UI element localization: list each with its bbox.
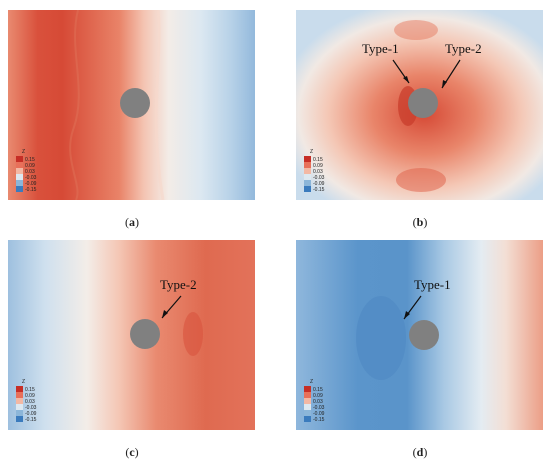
contour-plot-a xyxy=(8,10,255,200)
legend-colorbar: Z0.150.090.03-0.03-0.09-0.15 xyxy=(16,149,37,193)
legend-title: Z xyxy=(22,149,25,155)
legend-label: -0.03 xyxy=(25,405,37,411)
legend-swatch xyxy=(16,168,23,174)
legend-swatch xyxy=(304,386,311,392)
legend-title: Z xyxy=(310,379,313,385)
cylinder-obstacle xyxy=(120,88,150,118)
legend-swatch xyxy=(16,162,23,168)
legend-swatch xyxy=(304,186,311,192)
legend-swatch xyxy=(16,156,23,162)
contour-plot-b: Type-1 Type-2 xyxy=(296,10,543,200)
caption-c: (c) xyxy=(125,445,139,459)
legend-label: -0.03 xyxy=(313,175,325,181)
legend-colorbar: Z0.150.090.03-0.03-0.09-0.15 xyxy=(304,379,325,423)
legend-title: Z xyxy=(310,149,313,155)
panel-c: Type-2 xyxy=(8,240,255,430)
legend-label: 0.15 xyxy=(25,387,35,393)
legend-label: -0.03 xyxy=(25,175,37,181)
legend-swatch xyxy=(16,416,23,422)
panel-a xyxy=(8,10,255,200)
annotation-type-2: Type-2 xyxy=(445,41,482,56)
legend-swatch xyxy=(16,386,23,392)
legend-label: 0.15 xyxy=(313,387,323,393)
panel-b: Type-1 Type-2 xyxy=(296,10,543,200)
legend-label: 0.03 xyxy=(25,169,35,175)
legend-swatch xyxy=(304,404,311,410)
contour-plot-d: Type-1 xyxy=(296,240,543,430)
cylinder-obstacle xyxy=(408,88,438,118)
cylinder-obstacle xyxy=(130,319,160,349)
cylinder-obstacle xyxy=(409,320,439,350)
legend-label: 0.09 xyxy=(313,393,323,399)
legend-label: 0.15 xyxy=(25,157,35,163)
legend-swatch xyxy=(304,156,311,162)
legend-swatch xyxy=(304,398,311,404)
legend-swatch xyxy=(304,174,311,180)
legend-label: -0.09 xyxy=(25,181,37,187)
legend-title: Z xyxy=(22,379,25,385)
legend-label: -0.09 xyxy=(313,411,325,417)
legend-swatch xyxy=(304,162,311,168)
caption-b: (b) xyxy=(412,215,428,229)
legend-label: 0.09 xyxy=(25,163,35,169)
legend-label: 0.03 xyxy=(313,169,323,175)
legend-colorbar: Z0.150.090.03-0.03-0.09-0.15 xyxy=(304,149,325,193)
legend-swatch xyxy=(304,180,311,186)
legend-label: -0.03 xyxy=(313,405,325,411)
legend-label: 0.15 xyxy=(313,157,323,163)
annotation-type-2: Type-2 xyxy=(160,277,197,292)
legend-swatch xyxy=(16,180,23,186)
legend-swatch xyxy=(304,416,311,422)
legend-label: 0.09 xyxy=(313,163,323,169)
legend-label: 0.03 xyxy=(313,399,323,405)
legend-label: 0.09 xyxy=(25,393,35,399)
legend-swatch xyxy=(16,410,23,416)
legend-swatch xyxy=(16,392,23,398)
caption-d: (d) xyxy=(412,445,428,459)
legend-swatch xyxy=(16,398,23,404)
annotation-type-1: Type-1 xyxy=(414,277,451,292)
legend-label: -0.15 xyxy=(25,187,37,193)
legend-label: -0.09 xyxy=(313,181,325,187)
legend-colorbar: Z0.150.090.03-0.03-0.09-0.15 xyxy=(16,379,37,423)
legend-swatch xyxy=(304,168,311,174)
legend-label: -0.15 xyxy=(25,417,37,423)
legend-swatch xyxy=(16,186,23,192)
legend-swatch xyxy=(304,392,311,398)
legend-label: -0.15 xyxy=(313,417,325,423)
legend-swatch xyxy=(16,174,23,180)
legend-label: -0.09 xyxy=(25,411,37,417)
caption-a: (a) xyxy=(125,215,139,229)
legend-swatch xyxy=(304,410,311,416)
legend-label: 0.03 xyxy=(25,399,35,405)
contour-plot-c: Type-2 xyxy=(8,240,255,430)
panel-d: Type-1 xyxy=(296,240,543,430)
legend-swatch xyxy=(16,404,23,410)
legend-label: -0.15 xyxy=(313,187,325,193)
annotation-type-1: Type-1 xyxy=(362,41,399,56)
